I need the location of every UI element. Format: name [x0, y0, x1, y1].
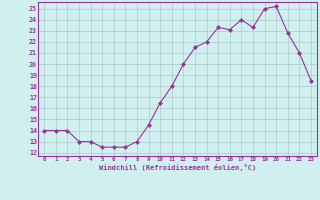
X-axis label: Windchill (Refroidissement éolien,°C): Windchill (Refroidissement éolien,°C)	[99, 164, 256, 171]
